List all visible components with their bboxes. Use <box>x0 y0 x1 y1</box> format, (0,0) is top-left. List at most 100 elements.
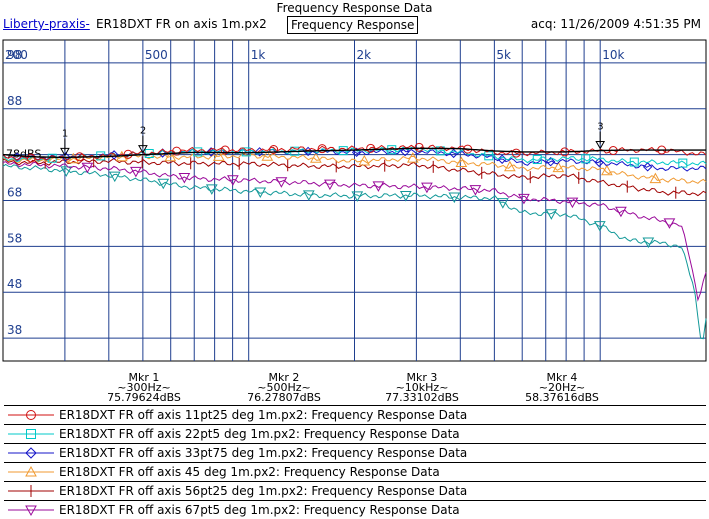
series-marker-square <box>532 155 542 165</box>
series-marker-diamond <box>254 147 265 157</box>
series-marker-triangle-down <box>108 171 121 183</box>
series-marker-circle <box>172 146 182 156</box>
legend-label: ER18DXT FR off axis 33pt75 deg 1m.px2: F… <box>59 446 468 460</box>
series-marker-triangle <box>504 160 516 172</box>
marker-number: 2 <box>140 126 146 137</box>
series-marker-triangle-down <box>421 182 433 194</box>
series-marker-triangle <box>309 152 322 163</box>
marker-value: 58.37616dBS <box>525 391 599 404</box>
marker-frequency: ~500Hz~ <box>257 381 311 394</box>
series-marker-triangle-down <box>372 181 385 192</box>
series-marker-triangle-down <box>615 206 627 218</box>
series-line <box>2 147 706 159</box>
marker-arrow <box>138 145 148 154</box>
series-marker-triangle-down <box>518 193 530 205</box>
series-marker-triangle <box>261 150 274 161</box>
y-tick-label: 98 <box>7 48 22 62</box>
series-marker-square <box>241 147 251 157</box>
series-marker-triangle-down <box>469 185 482 196</box>
series-marker-triangle-down <box>130 166 142 178</box>
legend-sample-triangle-down <box>8 505 54 517</box>
series-marker-square <box>47 153 57 163</box>
marker-label: Mkr 1 <box>128 371 160 384</box>
marker-frequency: ~300Hz~ <box>117 381 171 394</box>
marker-frequency: ~20Hz~ <box>538 381 586 394</box>
series-marker-circle <box>366 143 376 153</box>
file-name: ER18DXT FR on axis 1m.px2 <box>96 17 267 31</box>
legend-sample-circle <box>8 410 54 420</box>
marker-readout-1: Mkr 1 ~300Hz~ 75.79624dBS <box>84 371 204 404</box>
legend-item[interactable]: ER18DXT FR off axis 67pt5 deg 1m.px2: Fr… <box>4 500 706 519</box>
marker-readout-4: Mkr 4 ~20Hz~ 58.37616dBS <box>502 372 622 404</box>
series-marker-triangle-down <box>205 184 218 195</box>
view-selector[interactable]: Frequency Response <box>287 16 419 34</box>
y-tick-label: 68 <box>7 186 22 200</box>
marker-readout-panel: Mkr 1 ~300Hz~ 75.79624dBS Mkr 2 ~500Hz~ … <box>0 370 709 406</box>
legend: ER18DXT FR off axis 11pt25 deg 1m.px2: F… <box>4 405 706 518</box>
series-line <box>2 163 707 340</box>
series-marker-triangle-down <box>227 175 239 186</box>
legend-item[interactable]: ER18DXT FR off axis 33pt75 deg 1m.px2: F… <box>4 443 706 462</box>
series-marker-diamond <box>400 146 410 157</box>
marker-arrow <box>60 147 70 157</box>
x-tick-label: 200 <box>5 48 28 62</box>
legend-label: ER18DXT FR off axis 22pt5 deg 1m.px2: Fr… <box>59 427 460 441</box>
series-marker-square <box>678 158 688 168</box>
legend-item[interactable]: ER18DXT FR off axis 45 deg 1m.px2: Frequ… <box>4 462 706 481</box>
series-marker-triangle-down <box>254 187 267 199</box>
series-marker-triangle-down <box>566 197 579 209</box>
series-marker-triangle-down <box>593 221 606 232</box>
marker-label: Mkr 3 <box>406 371 438 384</box>
marker-arrow <box>595 141 606 150</box>
series-marker-triangle-down <box>351 191 364 202</box>
x-tick-label: 500 <box>145 48 168 62</box>
x-tick-label: 1k <box>251 48 266 62</box>
series-marker-circle <box>414 142 424 152</box>
series-marker-triangle-down <box>324 179 336 191</box>
series-marker-diamond <box>642 162 653 172</box>
legend-sample-square <box>8 429 54 439</box>
series-marker-circle <box>317 144 327 154</box>
legend-label: ER18DXT FR off axis 56pt25 deg 1m.px2: F… <box>59 484 468 498</box>
series-line <box>2 152 707 184</box>
series-line <box>2 157 707 197</box>
marker-number: 3 <box>597 122 603 133</box>
series-marker-square <box>629 157 639 167</box>
marker-value: 76.27807dBS <box>247 391 321 404</box>
legend-sample-diamond <box>8 447 54 459</box>
series-marker-triangle <box>406 152 419 163</box>
series-marker-circle <box>269 145 279 155</box>
marker-frequency: ~10kHz~ <box>395 381 449 394</box>
series-marker-square <box>484 151 494 161</box>
marker-number: 1 <box>62 128 68 139</box>
series-marker-triangle-down <box>448 192 461 204</box>
series-marker-triangle-down <box>157 178 170 190</box>
series-marker-triangle-down <box>642 237 655 249</box>
series-marker-triangle-down <box>302 190 315 201</box>
series-marker-circle <box>220 145 230 155</box>
series-marker-triangle <box>164 150 177 162</box>
series-marker-triangle <box>358 154 371 166</box>
legend-item[interactable]: ER18DXT FR off axis 22pt5 deg 1m.px2: Fr… <box>4 424 706 443</box>
series-marker-triangle <box>455 156 468 168</box>
series-marker-triangle-down <box>399 191 412 202</box>
series-marker-triangle-down <box>275 177 288 188</box>
y-tick-label: 88 <box>7 94 22 108</box>
x-tick-label: 2k <box>357 48 372 62</box>
acquisition-time: acq: 11/26/2009 4:51:35 PM <box>530 17 701 31</box>
legend-item[interactable]: ER18DXT FR off axis 56pt25 deg 1m.px2: F… <box>4 481 706 500</box>
header-bar: Liberty-praxis- ER18DXT FR on axis 1m.px… <box>0 16 709 34</box>
legend-item[interactable]: ER18DXT FR off axis 11pt25 deg 1m.px2: F… <box>4 405 706 424</box>
y-tick-label: 48 <box>7 277 22 291</box>
y-tick-label: 38 <box>7 323 22 337</box>
series-marker-triangle-down <box>81 162 94 174</box>
marker-readout-2: Mkr 2 ~500Hz~ 76.27807dBS <box>224 372 344 404</box>
series-marker-triangle-down <box>545 209 558 220</box>
source-link[interactable]: Liberty-praxis- <box>3 17 90 31</box>
x-tick-label: 10k <box>602 48 624 62</box>
x-tick-label: 5k <box>496 48 511 62</box>
legend-sample-triangle <box>8 465 54 477</box>
series-marker-circle <box>26 153 36 163</box>
marker-value: 75.79624dBS <box>107 391 181 404</box>
